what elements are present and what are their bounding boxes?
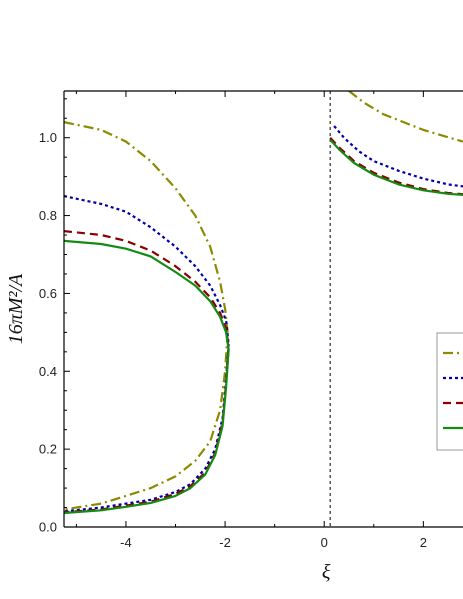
series-3-branch-2 [64,347,230,514]
y-axis-title: 16πM²/A [5,273,27,344]
y-tick-label: 1.0 [39,130,57,145]
y-tick-label: 0.8 [39,208,57,223]
series-2-branch-1 [64,195,230,345]
x-axis-title: ξ [322,561,331,583]
series-4-branch-3 [329,138,463,196]
series-4-branch-1 [64,239,230,351]
x-tick-label: 2 [420,535,427,550]
x-tick-label: 0 [321,535,328,550]
y-tick-label: 0.0 [39,520,57,535]
y-tick-label: 0.6 [39,286,57,301]
series-1 [64,91,463,511]
series-2-branch-3 [333,125,463,188]
y-tick-label: 0.2 [39,442,57,457]
series-4 [64,138,463,515]
series-3 [64,136,463,514]
legend-box [436,332,463,451]
series-1-branch-3 [348,91,463,143]
x-tick-label: -2 [219,535,231,550]
series-1-branch-1 [64,121,229,333]
series-3-branch-3 [329,136,463,196]
series-4-branch-2 [64,349,230,515]
series-2 [64,125,463,513]
axes-layer: -4 -2 0 2 0.0 0.2 0.4 0.6 0.8 1.0 [39,90,463,550]
series-3-branch-1 [64,230,230,349]
x-tick-label: -4 [120,535,132,550]
series-2-branch-2 [64,343,230,513]
y-tick-label: 0.4 [39,364,57,379]
legend [436,332,463,451]
series-1-branch-2 [64,332,229,511]
series-layer [64,91,463,527]
